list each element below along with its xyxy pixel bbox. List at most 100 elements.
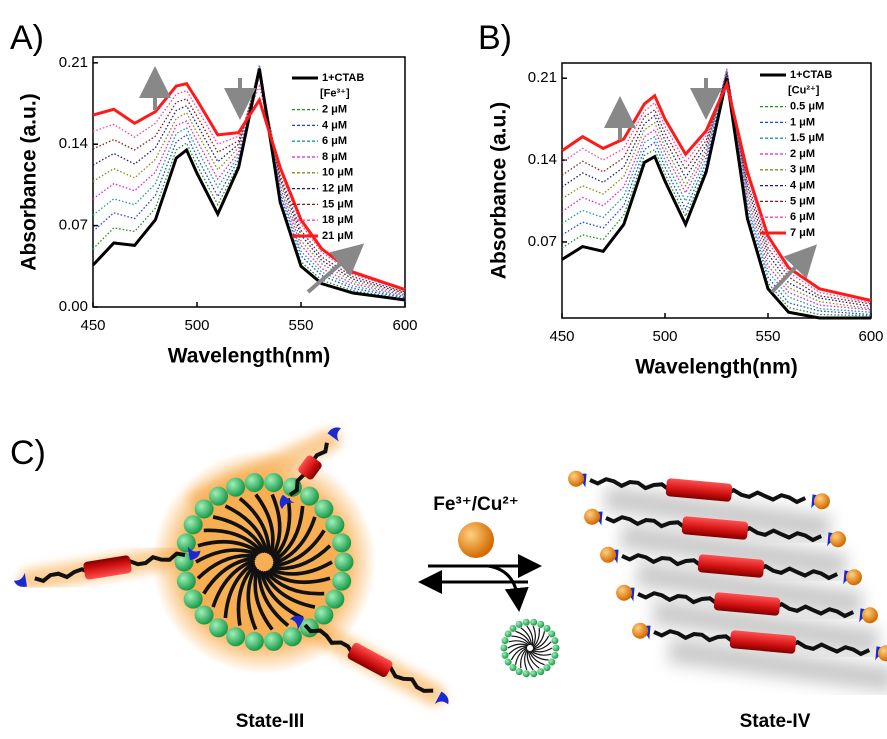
surfactant-head — [264, 473, 283, 492]
panel-label: A) — [10, 19, 44, 57]
legend-label: 1 μM — [790, 116, 815, 128]
surfactant-head — [335, 553, 354, 572]
legend-label: 2 μM — [790, 148, 815, 160]
x-axis-title: Wavelength(nm) — [168, 345, 331, 368]
spectrum-line — [93, 66, 405, 295]
surfactant-head — [332, 533, 351, 552]
y-tick-label: 0.14 — [528, 151, 557, 168]
surfactant-head — [184, 515, 203, 534]
spectrum-line — [93, 72, 405, 293]
equilibrium-arrows — [428, 566, 530, 600]
spectrum-line — [93, 65, 405, 296]
surfactant-head — [537, 621, 544, 628]
y-tick-label: 0.07 — [59, 217, 88, 234]
legend-label: 1+CTAB — [322, 72, 364, 84]
spectrum-line — [93, 66, 405, 297]
y-axis-title: Absorbance (a.u.) — [18, 93, 41, 270]
spectrum-line — [93, 77, 405, 292]
surfactant-head — [325, 515, 344, 534]
y-tick-label: 0.00 — [59, 298, 88, 315]
x-tick-label: 450 — [549, 328, 574, 345]
surfactant-head — [537, 668, 544, 675]
surfactant-head — [184, 590, 203, 609]
surfactant-head — [332, 572, 351, 591]
y-tick-label: 0.07 — [528, 233, 557, 250]
legend-label: 6 μM — [790, 211, 815, 223]
legend-title: [Cu²⁺] — [788, 85, 820, 97]
legend-title: [Fe³⁺] — [320, 88, 350, 100]
molecule-core — [346, 642, 394, 679]
figure: 450 500 550 600 0.00 0.07 0.14 0.21 Wavelength(n… — [0, 0, 887, 739]
x-tick-label: 600 — [858, 328, 883, 345]
plot-frame — [93, 57, 405, 307]
surfactant-head — [283, 627, 302, 646]
surfactant-head — [548, 630, 555, 637]
surfactant-head — [544, 664, 551, 671]
surfactant-head — [195, 606, 214, 625]
chart: 4505005506000.070.140.21Wavelength(nm)Ab… — [478, 19, 884, 379]
surfactant-head — [551, 652, 558, 659]
x-tick-label: 500 — [652, 328, 677, 345]
y-axis-title: Absorbance (a.u.) — [488, 102, 511, 279]
surfactant-head — [245, 473, 264, 492]
x-tick-label: 450 — [80, 317, 105, 334]
surfactant-head — [314, 499, 333, 518]
charts: 450 500 550 600 0.00 0.07 0.14 0.21 Wavelength(n… — [10, 19, 884, 379]
surfactant-head — [551, 637, 558, 644]
surfactant-head — [226, 478, 245, 497]
molecule-end — [13, 573, 27, 589]
surfactant-head — [544, 625, 551, 632]
shadow — [669, 650, 887, 680]
surfactant-head — [505, 659, 512, 666]
panel-label: C) — [10, 434, 46, 472]
x-axis-title: Wavelength(nm) — [635, 356, 798, 379]
surfactant-head — [502, 637, 509, 644]
legend-label: 8 μM — [322, 151, 347, 163]
metal-ion — [615, 584, 632, 601]
y-tick-label: 0.21 — [59, 54, 88, 71]
surfactant-head — [505, 630, 512, 637]
diagram: C) Fe³⁺/Cu²⁺ State-III State-IV — [10, 422, 887, 732]
legend-label: 12 μM — [322, 183, 353, 195]
x-tick-label: 550 — [288, 317, 313, 334]
surfactant-head — [209, 618, 228, 637]
legend-label: 4 μM — [322, 119, 347, 131]
legend-label: 15 μM — [322, 198, 353, 210]
surfactant-head — [245, 632, 264, 651]
metal-ion — [583, 508, 600, 525]
surfactant-head — [502, 652, 509, 659]
surfactant-head — [530, 670, 537, 677]
reagent-label: Fe³⁺/Cu²⁺ — [433, 494, 519, 515]
metal-ion — [567, 470, 584, 487]
surfactant-head — [177, 533, 196, 552]
plot-frame — [562, 63, 871, 318]
metal-ion — [631, 622, 648, 639]
state-label: State-IV — [740, 711, 811, 732]
panel-label: B) — [478, 19, 512, 57]
spectrum-line — [93, 68, 405, 299]
surfactant-head — [509, 625, 516, 632]
surfactant-head — [314, 606, 333, 625]
x-tick-label: 550 — [755, 328, 780, 345]
legend-label: 18 μM — [322, 214, 353, 226]
surfactant-head — [226, 627, 245, 646]
surfactant-head — [501, 645, 508, 652]
legend-label: 5 μM — [790, 195, 815, 207]
surfactant-head — [209, 487, 228, 506]
legend-label: 7 μM — [790, 227, 815, 239]
legend-label: 6 μM — [322, 135, 347, 147]
legend-label: 1.5 μM — [790, 132, 824, 144]
legend-label: 1+CTAB — [790, 69, 832, 81]
spectrum-line — [93, 69, 405, 300]
state-label: State-III — [236, 711, 305, 732]
legend-label: 2 μM — [322, 104, 347, 116]
legend-label: 10 μM — [322, 167, 353, 179]
surfactant-head — [516, 668, 523, 675]
surfactant-head — [177, 572, 196, 591]
legend-label: 3 μM — [790, 164, 815, 176]
metal-ion — [599, 546, 616, 563]
arrow — [772, 256, 806, 292]
x-tick-label: 600 — [392, 317, 417, 334]
surfactant-head — [523, 670, 530, 677]
y-tick-label: 0.14 — [59, 135, 88, 152]
